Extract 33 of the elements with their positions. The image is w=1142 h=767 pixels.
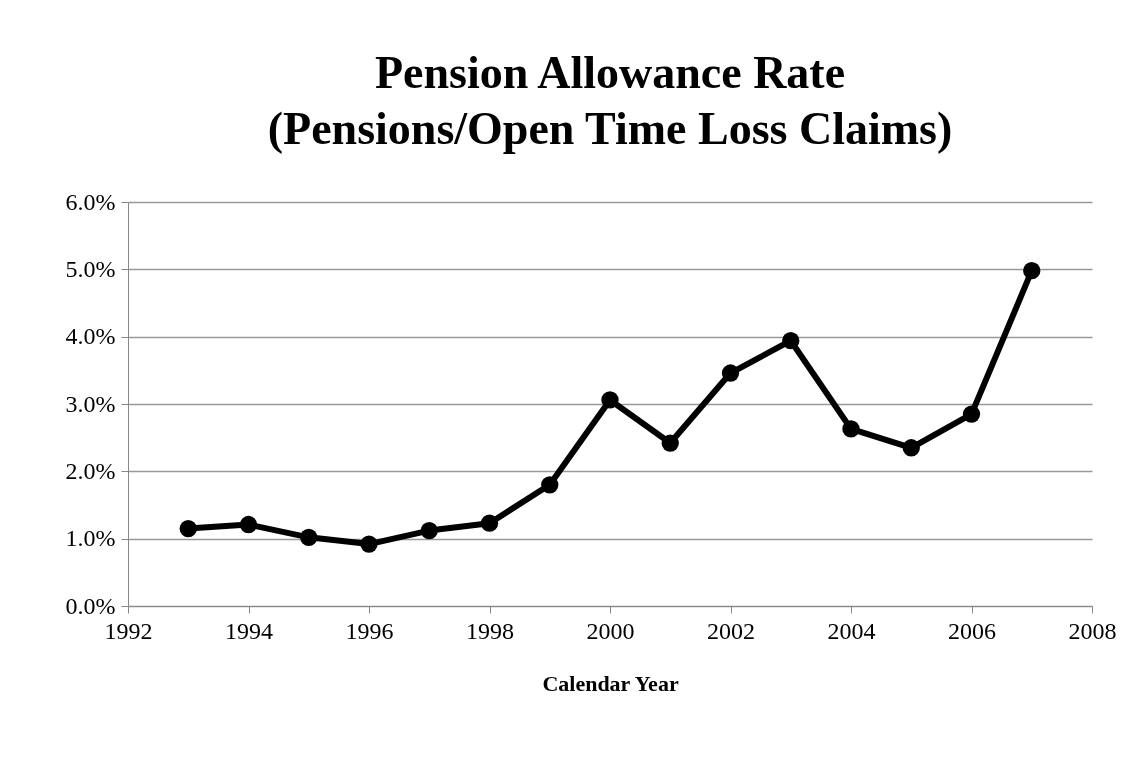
x-tick-label: 2000 [586, 617, 635, 644]
point [480, 514, 499, 532]
x-tick-label: 1996 [345, 617, 394, 644]
point [721, 364, 740, 382]
point [541, 476, 559, 494]
point [179, 519, 197, 538]
y-tick-label: 3.0% [65, 390, 116, 417]
x-tick-label: 1998 [466, 617, 514, 644]
x-axis-title: Calendar Year [542, 670, 679, 696]
point [601, 391, 619, 409]
chart-title: Pension Allowance Rate (Pensions/Open Time Loss Claims) [267, 47, 953, 154]
x-tick-label: 2006 [948, 617, 996, 644]
x-tick-label: 2004 [827, 617, 876, 644]
point [782, 332, 800, 350]
point [360, 535, 378, 553]
y-tick-label: 6.0% [65, 188, 116, 215]
x-tick-label: 2008 [1068, 617, 1117, 644]
x-tick-label: 1992 [104, 617, 153, 644]
y-tick-label: 2.0% [65, 457, 116, 484]
point [661, 434, 679, 452]
y-tick-label: 5.0% [65, 255, 116, 282]
y-tick-label: 0.0% [65, 592, 116, 619]
point [842, 420, 860, 438]
point [300, 528, 318, 546]
y-tick-label: 4.0% [65, 323, 116, 350]
point [420, 521, 438, 540]
x-tick-label: 2002 [707, 617, 755, 644]
point [962, 405, 981, 423]
point [1023, 262, 1041, 280]
y-tick-label: 1.0% [65, 525, 116, 552]
point [902, 439, 920, 457]
x-tick-label: 1994 [225, 617, 273, 644]
point [239, 515, 258, 534]
